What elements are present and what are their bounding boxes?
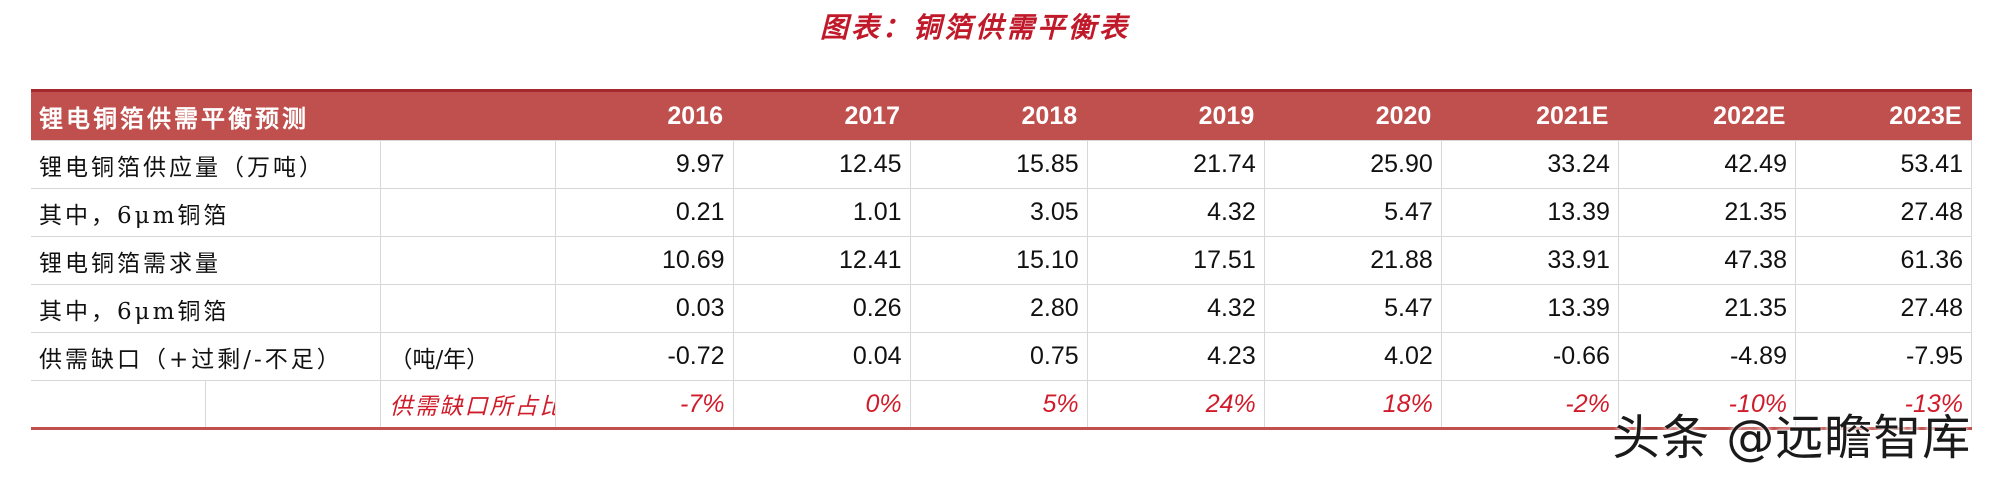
table-cell: 47.38 [1618, 236, 1796, 285]
table-cell: 13.39 [1441, 188, 1619, 237]
ratio-cell: -13% [1795, 380, 1973, 430]
year-header: 2017 [733, 89, 911, 141]
table-cell: -4.89 [1618, 332, 1796, 381]
table-cell: 10.69 [555, 236, 734, 285]
table-cell: 13.39 [1441, 284, 1619, 333]
table-cell: 9.97 [555, 140, 734, 189]
table-cell: 21.88 [1264, 236, 1442, 285]
table-cell: 0.26 [733, 284, 911, 333]
row-unit [380, 188, 557, 237]
table-cell: 33.91 [1441, 236, 1619, 285]
table-row: 锂电铜箔需求量 10.69 12.41 15.10 17.51 21.88 33… [31, 236, 1973, 285]
year-header: 2023E [1795, 89, 1972, 141]
ratio-cell: 24% [1087, 380, 1265, 430]
table-row: 其中，6μm铜箔 0.21 1.01 3.05 4.32 5.47 13.39 … [31, 188, 1973, 237]
table-cell: 0.03 [555, 284, 734, 333]
table-cell: 25.90 [1264, 140, 1442, 189]
row-label: 锂电铜箔需求量 [31, 236, 382, 285]
table-cell: 61.36 [1795, 236, 1973, 285]
table-cell: 0.04 [733, 332, 911, 381]
ratio-cell: -10% [1618, 380, 1796, 430]
table-cell: 27.48 [1795, 188, 1973, 237]
table-cell: 3.05 [910, 188, 1088, 237]
table-cell: 33.24 [1441, 140, 1619, 189]
row-label: 其中，6μm铜箔 [31, 284, 382, 333]
table-cell: 0.21 [555, 188, 734, 237]
ratio-cell: 5% [910, 380, 1088, 430]
ratio-label: 供需缺口所占比例 [380, 380, 557, 430]
ratio-cell: 18% [1264, 380, 1442, 430]
table-cell: 4.32 [1087, 188, 1265, 237]
year-header: 2018 [910, 89, 1088, 141]
table-cell: 0.75 [910, 332, 1088, 381]
table-cell: 5.47 [1264, 188, 1442, 237]
table-row: 其中，6μm铜箔 0.03 0.26 2.80 4.32 5.47 13.39 … [31, 284, 1973, 333]
empty-cell [205, 380, 382, 430]
table-row: 供需缺口（+过剩/-不足） （吨/年） -0.72 0.04 0.75 4.23… [31, 332, 1973, 381]
table-cell: 21.35 [1618, 188, 1796, 237]
table-cell: 27.48 [1795, 284, 1973, 333]
ratio-row: 供需缺口所占比例 -7% 0% 5% 24% 18% -2% -10% -13% [31, 380, 1973, 430]
year-header: 2019 [1087, 89, 1265, 141]
header-label: 锂电铜箔供需平衡预测 [31, 89, 556, 141]
row-unit: （吨/年） [380, 332, 557, 381]
table-cell: 15.10 [910, 236, 1088, 285]
table-cell: 12.45 [733, 140, 911, 189]
table-cell: -0.72 [555, 332, 734, 381]
figure-title: 图表：铜箔供需平衡表 [819, 11, 1130, 44]
table-cell: 15.85 [910, 140, 1088, 189]
table-cell: 12.41 [733, 236, 911, 285]
table-row: 锂电铜箔供应量（万吨） 9.97 12.45 15.85 21.74 25.90… [31, 140, 1973, 189]
year-header: 2021E [1441, 89, 1619, 141]
watermark: 头条 @远瞻智库 [1612, 410, 1972, 466]
table-cell: 2.80 [910, 284, 1088, 333]
empty-cell [31, 380, 207, 430]
year-header: 2020 [1264, 89, 1442, 141]
table-cell: 1.01 [733, 188, 911, 237]
table-cell: -0.66 [1441, 332, 1619, 381]
table-cell: 5.47 [1264, 284, 1442, 333]
table-cell: 21.74 [1087, 140, 1265, 189]
table-cell: 4.32 [1087, 284, 1265, 333]
table-cell: 4.23 [1087, 332, 1265, 381]
year-header: 2022E [1618, 89, 1796, 141]
table-cell: 21.35 [1618, 284, 1796, 333]
ratio-cell: 0% [733, 380, 911, 430]
row-label: 其中，6μm铜箔 [31, 188, 382, 237]
table-header-row: 锂电铜箔供需平衡预测 2016 2017 2018 2019 2020 2021… [31, 89, 1972, 141]
row-unit [380, 140, 557, 189]
table-cell: 4.02 [1264, 332, 1442, 381]
row-label: 锂电铜箔供应量（万吨） [31, 140, 382, 189]
table-cell: 42.49 [1618, 140, 1796, 189]
table-cell: -7.95 [1795, 332, 1973, 381]
ratio-cell: -2% [1441, 380, 1619, 430]
row-unit [380, 284, 557, 333]
row-unit [380, 236, 557, 285]
table-cell: 53.41 [1795, 140, 1973, 189]
table-cell: 17.51 [1087, 236, 1265, 285]
supply-demand-table: 锂电铜箔供需平衡预测 2016 2017 2018 2019 2020 2021… [31, 89, 1973, 430]
ratio-cell: -7% [555, 380, 734, 430]
year-header: 2016 [555, 89, 733, 141]
row-label: 供需缺口（+过剩/-不足） [31, 332, 382, 381]
